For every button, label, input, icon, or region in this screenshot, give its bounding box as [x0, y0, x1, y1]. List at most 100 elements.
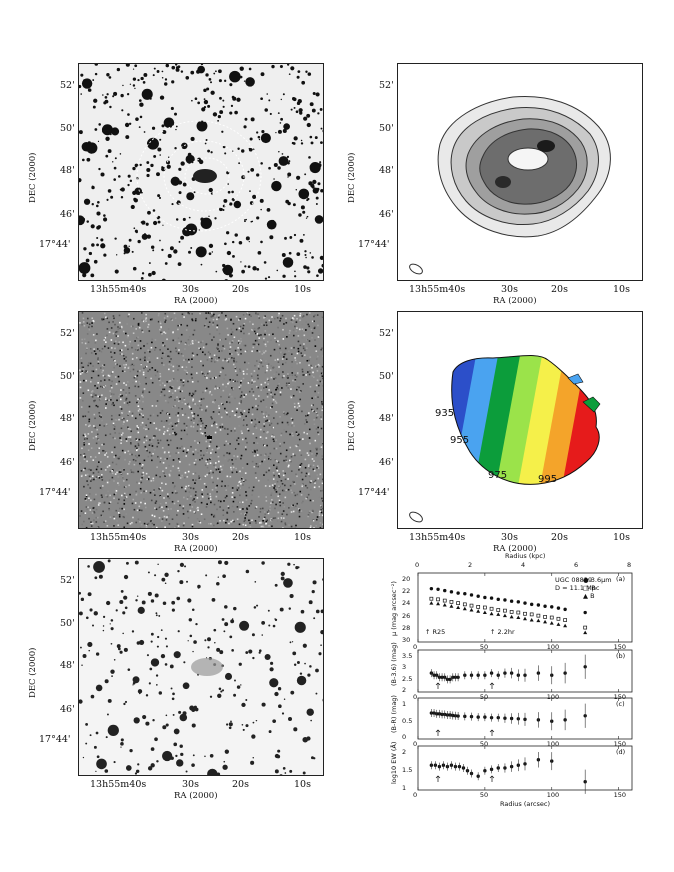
- star: [306, 736, 311, 741]
- ra-tick-label: 10s: [613, 284, 630, 295]
- star: [277, 129, 282, 134]
- star: [106, 713, 109, 716]
- star: [120, 738, 124, 742]
- star: [224, 79, 227, 82]
- star: [229, 635, 233, 639]
- star: [188, 216, 191, 219]
- star: [256, 216, 260, 220]
- star: [87, 88, 92, 92]
- star: [223, 198, 228, 203]
- star: [93, 561, 105, 573]
- star: [141, 272, 145, 275]
- star: [238, 662, 242, 666]
- star: [191, 99, 193, 102]
- star: [135, 769, 140, 773]
- y-tick-label: 20: [402, 575, 411, 583]
- star: [207, 149, 211, 153]
- star: [147, 571, 150, 574]
- star: [160, 654, 166, 659]
- star: [151, 270, 156, 276]
- star: [314, 215, 323, 224]
- star: [132, 166, 136, 171]
- star: [307, 673, 311, 677]
- star: [312, 580, 317, 585]
- dec-tick-label: 46': [60, 209, 75, 220]
- star: [280, 98, 282, 101]
- star: [107, 724, 119, 736]
- star: [207, 104, 211, 108]
- star: [292, 97, 297, 102]
- star: [307, 72, 312, 76]
- star: [281, 153, 284, 155]
- star: [171, 697, 175, 701]
- star: [120, 195, 124, 199]
- star: [205, 73, 209, 77]
- y-tick-label: 0.5: [402, 716, 413, 725]
- star: [294, 621, 306, 633]
- profile-point-circle: [529, 602, 534, 607]
- star: [264, 277, 268, 280]
- profile-point-triangle: [563, 623, 568, 628]
- star: [275, 131, 277, 134]
- star: [301, 80, 306, 85]
- star: [311, 256, 314, 259]
- star: [146, 137, 159, 150]
- star: [268, 166, 271, 170]
- star: [300, 205, 305, 210]
- star: [304, 173, 307, 176]
- star: [159, 95, 165, 100]
- star: [112, 95, 115, 98]
- star: [204, 639, 207, 642]
- dec-tick-label: 46': [379, 457, 394, 468]
- ra-tick-label: 30s: [182, 532, 199, 543]
- star: [128, 122, 132, 125]
- star: [157, 220, 161, 224]
- star: [132, 84, 136, 87]
- star: [123, 647, 128, 652]
- y-tick-label: 1.5: [402, 766, 413, 774]
- star: [163, 117, 175, 129]
- star: [320, 188, 323, 193]
- star: [178, 167, 182, 171]
- profile-point-triangle: [482, 610, 487, 615]
- star: [203, 88, 207, 93]
- star: [217, 114, 221, 119]
- star: [238, 240, 243, 245]
- star: [195, 622, 198, 626]
- star: [110, 619, 114, 622]
- profile-point-circle: [516, 600, 521, 604]
- star: [112, 671, 114, 673]
- star: [162, 129, 167, 134]
- star: [244, 219, 246, 221]
- star: [320, 644, 322, 647]
- star: [283, 123, 290, 130]
- star: [250, 167, 255, 172]
- star: [260, 162, 263, 165]
- star: [107, 149, 112, 154]
- star: [259, 198, 264, 203]
- panel-tag: (b): [616, 652, 626, 660]
- star: [309, 252, 312, 254]
- star: [87, 565, 90, 568]
- profile-point-square: [516, 610, 521, 615]
- star: [231, 190, 234, 194]
- star: [119, 650, 123, 654]
- star: [165, 714, 168, 717]
- star: [210, 81, 213, 84]
- star: [106, 600, 111, 606]
- star: [158, 691, 163, 695]
- star: [96, 236, 99, 240]
- star: [175, 754, 178, 758]
- star: [310, 165, 315, 170]
- star: [317, 112, 320, 115]
- star: [264, 108, 268, 112]
- profile-point-circle: [583, 610, 587, 615]
- star: [150, 763, 155, 768]
- star: [252, 757, 254, 759]
- star: [223, 630, 226, 633]
- star: [244, 265, 247, 268]
- star: [130, 204, 135, 210]
- star: [137, 763, 140, 766]
- star: [266, 93, 269, 95]
- y-tick-label: 3: [402, 663, 407, 672]
